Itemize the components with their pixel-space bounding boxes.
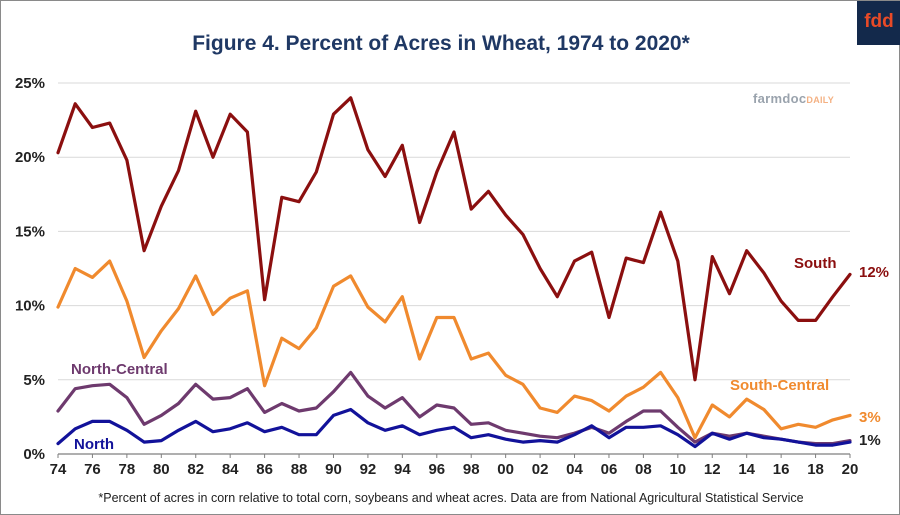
y-tick-label: 25% (15, 75, 45, 92)
watermark-suffix: DAILY (806, 95, 835, 105)
x-tick-label: 74 (50, 461, 67, 478)
series-line-south-central (56, 259, 852, 440)
x-tick-label: 90 (325, 461, 342, 478)
y-tick-label: 15% (15, 223, 45, 240)
series-labels: South 12% South-Central 3% North-Central Nort… (71, 255, 889, 453)
series-name-label: North-Central (71, 361, 168, 378)
x-tick-label: 18 (807, 461, 824, 478)
series-name-label: South-Central (730, 377, 829, 394)
x-tick-label: 04 (566, 461, 583, 478)
x-axis-ticks: 74 76 78 80 82 84 86 88 90 92 94 96 98 00 02 04 06 08 10 12… (50, 454, 859, 478)
y-tick-label: 5% (23, 372, 45, 389)
fdd-logo: fdd (857, 1, 900, 45)
x-tick-label: 92 (360, 461, 377, 478)
x-tick-label: 78 (119, 461, 136, 478)
y-tick-label: 20% (15, 149, 45, 166)
x-tick-label: 16 (773, 461, 790, 478)
x-tick-label: 80 (153, 461, 170, 478)
series-line-south (56, 96, 852, 382)
gridlines (58, 82, 850, 455)
x-tick-label: 96 (428, 461, 445, 478)
farmdoc-daily-watermark: farmdocDAILY (753, 91, 834, 106)
series-end-label: 3% (859, 409, 881, 426)
series-lines (56, 96, 852, 449)
x-tick-label: 94 (394, 461, 411, 478)
x-tick-label: 76 (84, 461, 101, 478)
watermark-main: farmdoc (753, 91, 807, 106)
series-name-label: South (794, 255, 837, 272)
x-tick-label: 02 (532, 461, 549, 478)
line-chart: 0% 5% 10% 15% 20% 25% 74 76 78 80 82 84 86 88 90 92 94 9… (15, 75, 889, 478)
x-tick-label: 06 (601, 461, 618, 478)
x-tick-label: 14 (738, 461, 755, 478)
series-end-label: 12% (859, 264, 889, 281)
y-tick-label: 0% (23, 446, 45, 463)
y-tick-label: 10% (15, 298, 45, 315)
x-tick-label: 10 (669, 461, 686, 478)
x-tick-label: 88 (291, 461, 308, 478)
series-name-label: North (74, 436, 114, 453)
x-tick-label: 86 (256, 461, 273, 478)
chart-title: Figure 4. Percent of Acres in Wheat, 197… (192, 32, 690, 55)
x-tick-label: 00 (497, 461, 514, 478)
series-end-label: 1% (859, 432, 881, 449)
y-axis-ticks: 0% 5% 10% 15% 20% 25% (15, 75, 45, 463)
x-tick-label: 84 (222, 461, 239, 478)
x-tick-label: 12 (704, 461, 721, 478)
x-tick-label: 98 (463, 461, 480, 478)
footnote: *Percent of acres in corn relative to to… (98, 491, 804, 505)
series-line-north (56, 407, 852, 449)
x-tick-label: 82 (187, 461, 204, 478)
x-tick-label: 20 (842, 461, 859, 478)
x-tick-label: 08 (635, 461, 652, 478)
